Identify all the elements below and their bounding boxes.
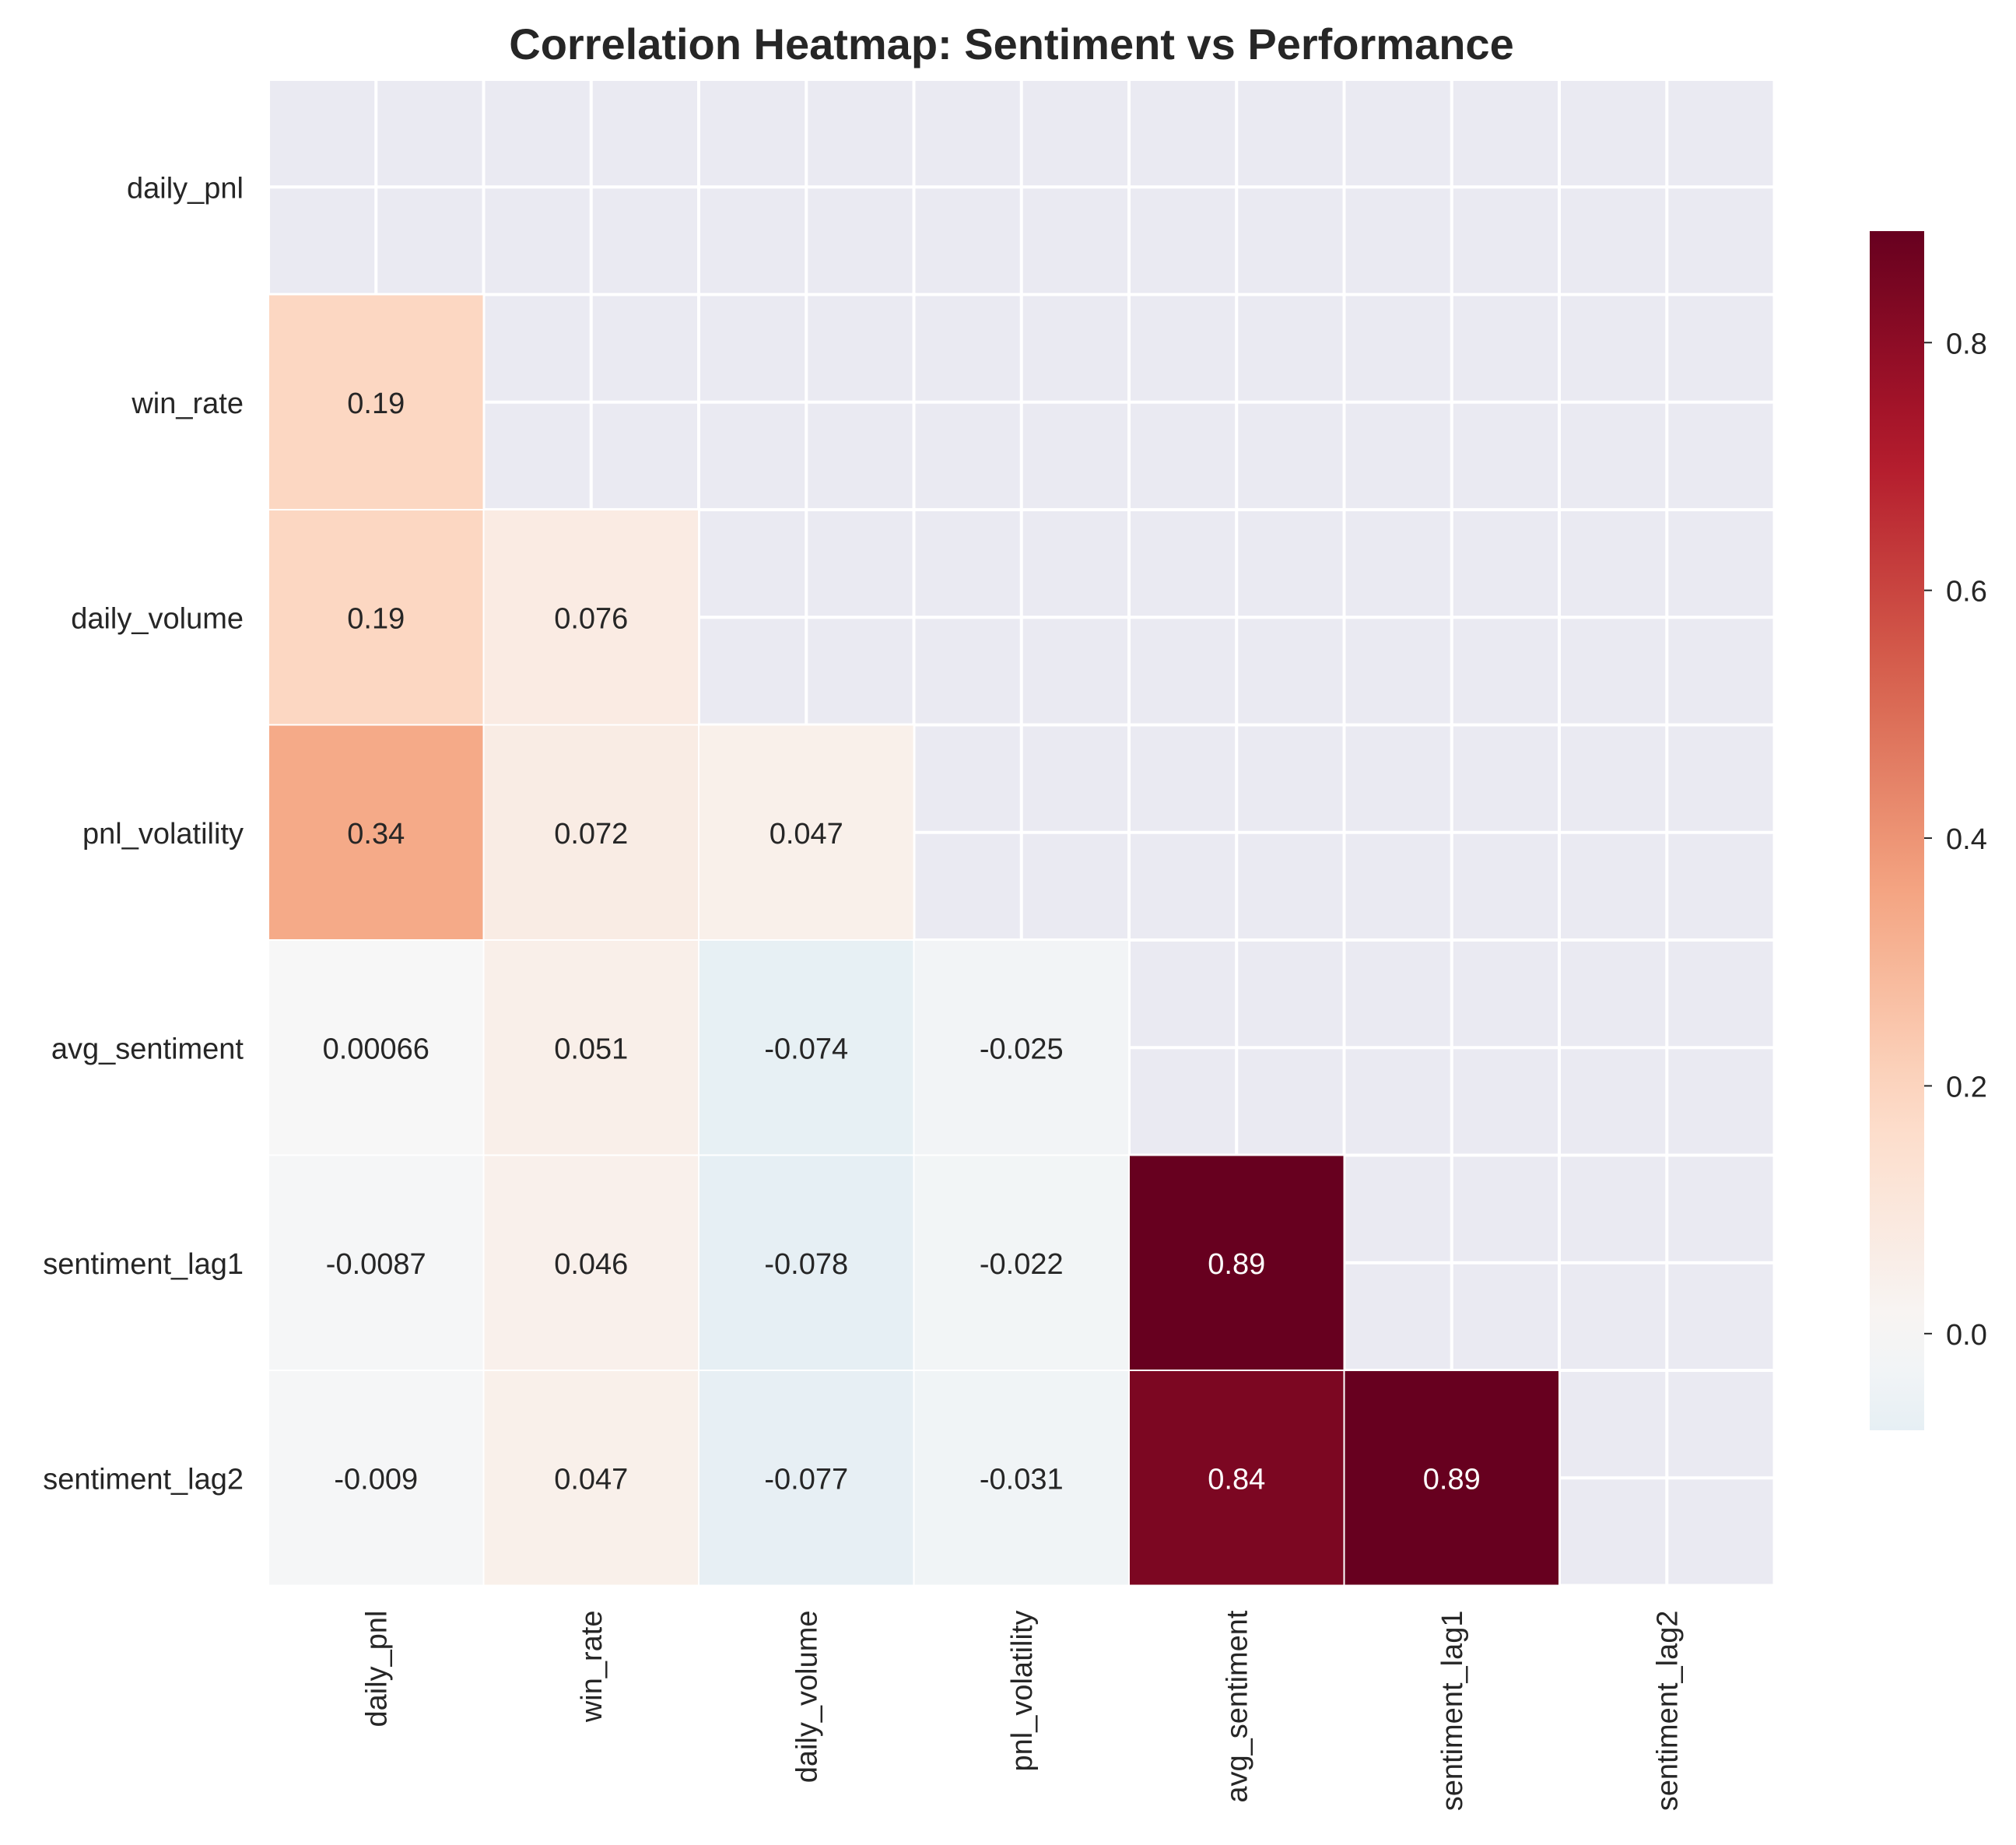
y-tick-label: win_rate: [131, 388, 244, 420]
cell-value-label: 0.047: [554, 1463, 628, 1496]
heatmap-cell: [913, 939, 1130, 1156]
heatmap-cell: [698, 1370, 915, 1587]
cell-value-label: 0.34: [347, 818, 405, 851]
heatmap-cell: [482, 939, 699, 1156]
heatmap-cell: [482, 1154, 699, 1371]
chart-title: Correlation Heatmap: Sentiment vs Perfor…: [509, 19, 1513, 68]
heatmap-cell: [482, 509, 699, 726]
y-tick-label: avg_sentiment: [51, 1033, 244, 1065]
x-tick-label: daily_pnl: [360, 1611, 393, 1727]
cell-value-label: 0.051: [554, 1033, 628, 1065]
heatmap-cell: [1128, 1370, 1345, 1587]
x-tick-label: sentiment_lag2: [1651, 1611, 1684, 1812]
cell-value-label: -0.009: [334, 1463, 418, 1496]
colorbar-tick-label: 0.4: [1946, 823, 1987, 856]
heatmap-cell: [268, 293, 485, 510]
cell-value-label: 0.046: [554, 1248, 628, 1281]
cell-value-label: -0.0087: [326, 1248, 426, 1281]
y-tick-labels: daily_pnl win_rate daily_volume pnl_volatil…: [43, 172, 244, 1496]
heatmap-cell: [482, 1370, 699, 1587]
y-tick-label: pnl_volatility: [82, 818, 244, 851]
cell-value-label: -0.031: [980, 1463, 1064, 1496]
heatmap-cells: 0.19 0.19 0.076 0.34 0.072 0.047 0.00066 0.051 -…: [268, 293, 1560, 1587]
heatmap-cell: [698, 1154, 915, 1371]
cell-value-label: -0.078: [764, 1248, 848, 1281]
x-tick-label: pnl_volatility: [1006, 1611, 1039, 1772]
x-tick-label: daily_volume: [791, 1611, 823, 1784]
heatmap-cell: [1128, 1154, 1345, 1371]
colorbar-tick-label: 0.8: [1946, 328, 1987, 360]
cell-value-label: 0.072: [554, 818, 628, 851]
cell-value-label: 0.076: [554, 602, 628, 635]
heatmap-cell: [268, 1370, 485, 1587]
y-tick-label: daily_volume: [71, 602, 244, 635]
cell-value-label: 0.84: [1208, 1463, 1265, 1496]
colorbar-gradient: [1870, 231, 1924, 1430]
heatmap-cell: [698, 939, 915, 1156]
cell-value-label: -0.077: [764, 1463, 848, 1496]
cell-value-label: 0.00066: [323, 1033, 429, 1065]
x-tick-labels: daily_pnl win_rate daily_volume pnl_volatil…: [360, 1610, 1684, 1811]
colorbar: 0.0 0.2 0.4 0.6 0.8: [1870, 231, 1987, 1430]
y-tick-label: daily_pnl: [127, 172, 244, 205]
heatmap-cell: [482, 724, 699, 941]
cell-value-label: 0.89: [1208, 1248, 1265, 1281]
cell-value-label: 0.047: [770, 818, 843, 851]
heatmap-cell: [1343, 1370, 1560, 1587]
heatmap-cell: [913, 1370, 1130, 1587]
x-tick-label: sentiment_lag1: [1436, 1611, 1469, 1812]
y-tick-label: sentiment_lag2: [43, 1463, 244, 1496]
colorbar-tick-label: 0.6: [1946, 576, 1987, 609]
cell-value-label: 0.89: [1423, 1463, 1481, 1496]
x-tick-label: avg_sentiment: [1221, 1610, 1253, 1803]
colorbar-tick-label: 0.2: [1946, 1071, 1987, 1103]
heatmap-cell: [698, 724, 915, 941]
heatmap-cell: [268, 724, 485, 941]
heatmap-cell: [268, 1154, 485, 1371]
cell-value-label: -0.022: [980, 1248, 1064, 1281]
heatmap-cell: [913, 1154, 1130, 1371]
cell-value-label: 0.19: [347, 388, 405, 420]
cell-value-label: 0.19: [347, 602, 405, 635]
cell-value-label: -0.025: [980, 1033, 1064, 1065]
colorbar-tick-label: 0.0: [1946, 1319, 1987, 1352]
cell-value-label: -0.074: [764, 1033, 848, 1065]
x-tick-label: win_rate: [576, 1611, 608, 1724]
y-tick-label: sentiment_lag1: [43, 1248, 244, 1281]
